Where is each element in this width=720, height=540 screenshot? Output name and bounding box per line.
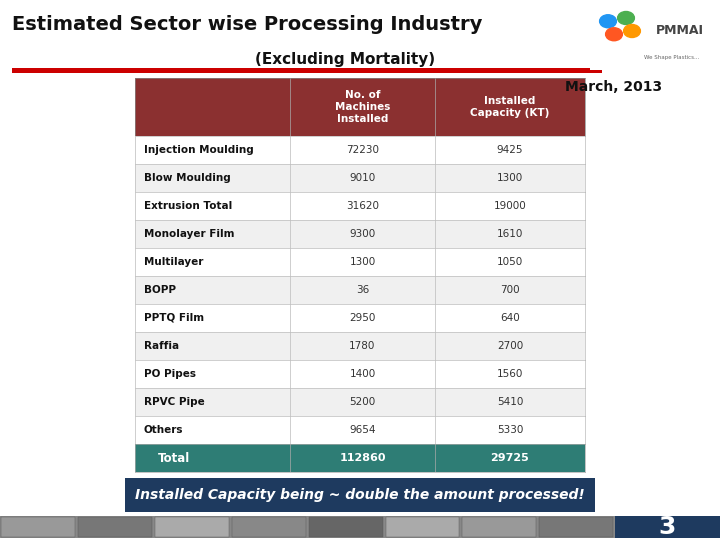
Text: Others: Others — [144, 425, 184, 435]
Text: 112860: 112860 — [339, 453, 386, 463]
Text: 9654: 9654 — [349, 425, 376, 435]
Bar — [155, 517, 229, 537]
Text: 72230: 72230 — [346, 145, 379, 155]
Text: 29725: 29725 — [490, 453, 529, 463]
Text: March, 2013: March, 2013 — [565, 80, 662, 94]
Text: 3: 3 — [659, 515, 676, 539]
Text: Multilayer: Multilayer — [144, 257, 203, 267]
Text: No. of
Machines
Installed: No. of Machines Installed — [335, 90, 390, 124]
Text: 9300: 9300 — [349, 229, 376, 239]
Text: 2950: 2950 — [349, 313, 376, 323]
Text: 2700: 2700 — [497, 341, 523, 351]
Text: Raffia: Raffia — [144, 341, 179, 351]
Text: 36: 36 — [356, 285, 369, 295]
Text: 640: 640 — [500, 313, 520, 323]
Text: Blow Moulding: Blow Moulding — [144, 173, 230, 183]
Text: 1780: 1780 — [349, 341, 376, 351]
Text: 1560: 1560 — [497, 369, 523, 379]
Text: 700: 700 — [500, 285, 520, 295]
Text: Extrusion Total: Extrusion Total — [144, 201, 233, 211]
Ellipse shape — [600, 15, 616, 28]
Text: 1050: 1050 — [497, 257, 523, 267]
Text: RPVC Pipe: RPVC Pipe — [144, 397, 204, 407]
Text: Injection Moulding: Injection Moulding — [144, 145, 253, 155]
Text: Installed
Capacity (KT): Installed Capacity (KT) — [470, 96, 549, 118]
Text: 9425: 9425 — [497, 145, 523, 155]
Text: We Shape Plastics...: We Shape Plastics... — [644, 55, 699, 59]
Text: 1400: 1400 — [349, 369, 376, 379]
Text: Estimated Sector wise Processing Industry: Estimated Sector wise Processing Industr… — [12, 15, 482, 34]
Text: Monolayer Film: Monolayer Film — [144, 229, 235, 239]
Bar — [386, 517, 459, 537]
Text: 5330: 5330 — [497, 425, 523, 435]
Bar — [78, 517, 152, 537]
Ellipse shape — [624, 24, 640, 37]
Text: 19000: 19000 — [494, 201, 526, 211]
Text: 9010: 9010 — [349, 173, 376, 183]
Text: BOPP: BOPP — [144, 285, 176, 295]
Text: Total: Total — [158, 451, 190, 464]
Ellipse shape — [606, 28, 622, 40]
Bar — [539, 517, 613, 537]
Text: 1610: 1610 — [497, 229, 523, 239]
Bar — [232, 517, 306, 537]
Text: (Excluding Mortality): (Excluding Mortality) — [255, 52, 435, 67]
Text: 1300: 1300 — [497, 173, 523, 183]
Text: 5200: 5200 — [349, 397, 376, 407]
Text: Installed Capacity being ~ double the amount processed!: Installed Capacity being ~ double the am… — [135, 488, 585, 502]
Ellipse shape — [618, 11, 634, 24]
Text: 31620: 31620 — [346, 201, 379, 211]
Bar — [1, 517, 75, 537]
Text: PPTQ Film: PPTQ Film — [144, 313, 204, 323]
Text: 1300: 1300 — [349, 257, 376, 267]
Text: PO Pipes: PO Pipes — [144, 369, 196, 379]
Text: 5410: 5410 — [497, 397, 523, 407]
Bar — [309, 517, 382, 537]
Bar — [462, 517, 536, 537]
Text: PMMAI: PMMAI — [656, 24, 704, 37]
